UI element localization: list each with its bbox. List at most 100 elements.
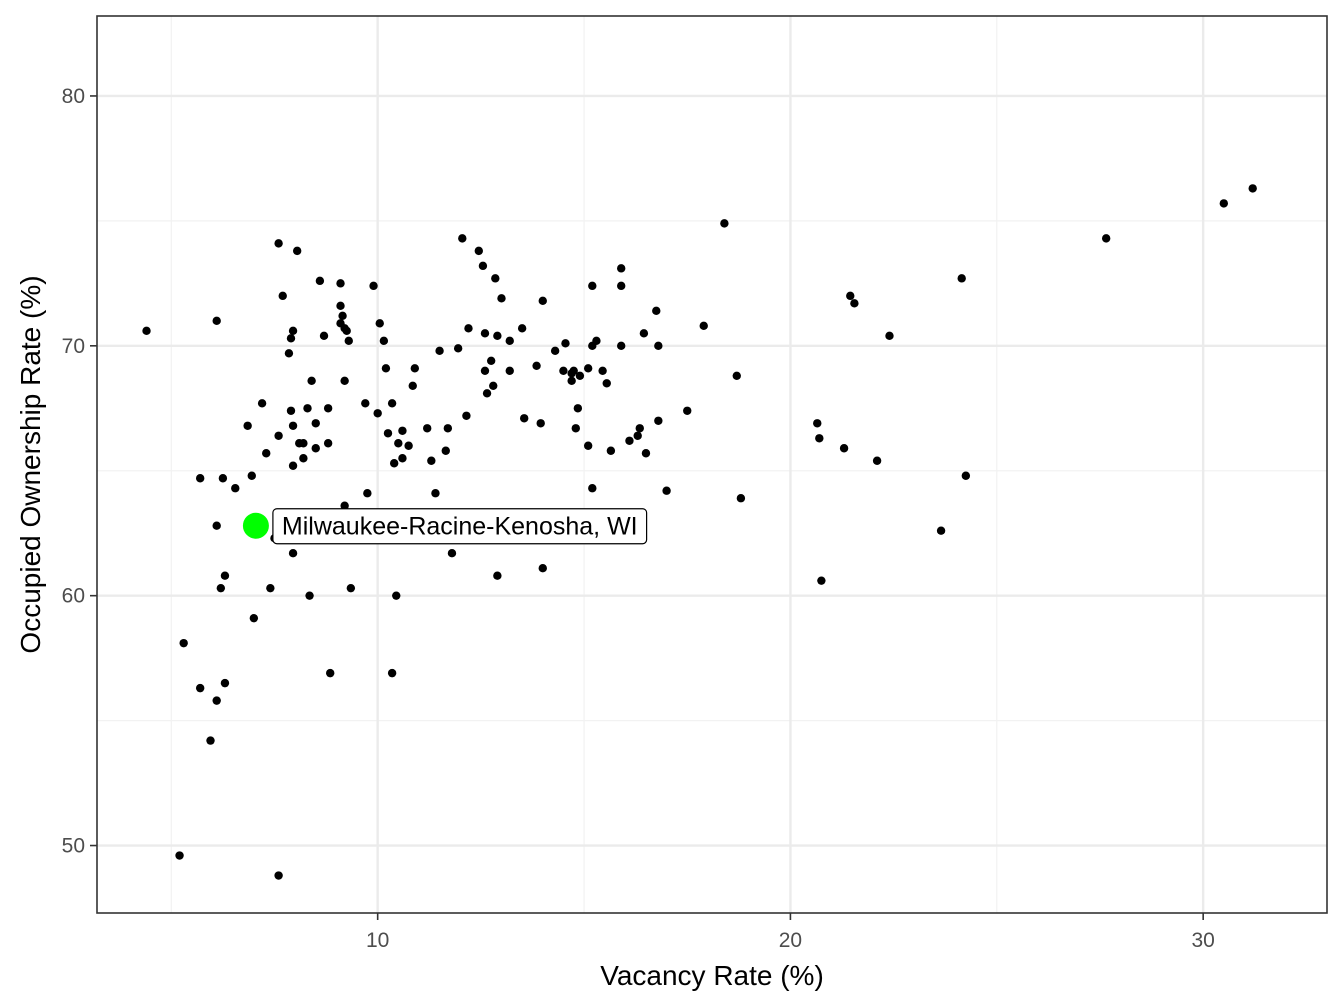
data-point bbox=[662, 486, 671, 495]
highlight-label: Milwaukee-Racine-Kenosha, WI bbox=[282, 513, 638, 541]
data-point bbox=[389, 459, 399, 468]
data-point bbox=[588, 281, 597, 291]
highlight-point bbox=[242, 512, 269, 539]
x-tick-label: 20 bbox=[779, 929, 802, 952]
data-points bbox=[142, 184, 1257, 880]
data-point bbox=[286, 334, 296, 343]
data-point bbox=[307, 376, 316, 385]
data-point bbox=[423, 424, 432, 433]
data-point bbox=[288, 326, 298, 336]
data-point bbox=[1248, 184, 1257, 193]
data-point bbox=[284, 349, 294, 358]
data-point bbox=[340, 376, 349, 385]
data-point bbox=[220, 571, 230, 580]
data-point bbox=[493, 571, 502, 580]
data-point bbox=[274, 239, 283, 248]
data-point bbox=[303, 404, 312, 413]
data-point bbox=[381, 364, 391, 373]
data-point bbox=[344, 336, 353, 346]
data-point bbox=[212, 696, 221, 705]
data-point bbox=[633, 431, 642, 440]
data-point bbox=[569, 366, 578, 376]
data-point bbox=[846, 291, 855, 301]
data-point bbox=[346, 583, 356, 593]
data-point bbox=[625, 436, 634, 445]
data-point bbox=[431, 489, 440, 498]
data-point bbox=[243, 421, 252, 430]
data-point bbox=[206, 736, 215, 745]
data-point bbox=[538, 563, 547, 573]
data-point bbox=[373, 409, 382, 418]
data-point bbox=[379, 336, 389, 346]
data-point bbox=[212, 521, 221, 530]
data-point bbox=[732, 371, 741, 380]
plot-panel-border bbox=[96, 15, 1328, 914]
data-point bbox=[441, 446, 450, 455]
data-point bbox=[1219, 199, 1229, 208]
data-point bbox=[961, 471, 971, 480]
data-point bbox=[274, 431, 283, 440]
data-point bbox=[305, 591, 314, 600]
data-point bbox=[616, 264, 626, 273]
axes: 10 20 30 50 60 70 80 bbox=[62, 85, 1215, 952]
data-point bbox=[326, 668, 335, 678]
data-point bbox=[288, 461, 298, 470]
data-point bbox=[435, 346, 444, 356]
data-point bbox=[567, 376, 576, 385]
data-point bbox=[571, 424, 580, 433]
data-point bbox=[323, 404, 333, 413]
data-point bbox=[519, 414, 529, 423]
data-point bbox=[212, 316, 221, 326]
data-point bbox=[458, 234, 467, 243]
data-point bbox=[392, 591, 401, 600]
highlight-label-box bbox=[272, 508, 648, 545]
data-point bbox=[550, 346, 560, 356]
data-point bbox=[278, 291, 287, 301]
data-point bbox=[447, 549, 457, 558]
data-point bbox=[387, 668, 397, 678]
data-point bbox=[538, 296, 547, 306]
data-point bbox=[654, 416, 663, 425]
data-point bbox=[299, 439, 308, 448]
data-point bbox=[652, 306, 661, 316]
data-point bbox=[383, 429, 393, 438]
data-point bbox=[815, 434, 824, 443]
data-point bbox=[408, 381, 417, 390]
data-point bbox=[336, 301, 345, 311]
data-point bbox=[375, 319, 384, 328]
data-point bbox=[338, 311, 347, 321]
data-point bbox=[489, 381, 498, 390]
data-point bbox=[478, 261, 488, 271]
major-gridlines bbox=[97, 16, 1327, 913]
y-tick-label: 50 bbox=[62, 835, 85, 858]
data-point bbox=[583, 364, 593, 373]
data-point bbox=[257, 399, 267, 408]
y-tick-label: 80 bbox=[62, 85, 85, 108]
data-point bbox=[319, 331, 329, 341]
data-point bbox=[195, 683, 205, 693]
data-point bbox=[474, 246, 483, 256]
data-point bbox=[404, 441, 413, 450]
data-point bbox=[336, 279, 345, 288]
data-point bbox=[872, 456, 882, 465]
data-point bbox=[323, 439, 333, 448]
data-point bbox=[480, 366, 490, 376]
data-point bbox=[813, 419, 822, 428]
data-point bbox=[936, 526, 946, 535]
data-point bbox=[486, 356, 496, 366]
data-point bbox=[505, 336, 514, 346]
data-point bbox=[493, 331, 502, 341]
data-point bbox=[602, 379, 611, 388]
data-point bbox=[505, 366, 514, 376]
data-point bbox=[342, 326, 351, 336]
data-point bbox=[286, 406, 296, 415]
data-point bbox=[218, 474, 228, 483]
data-point bbox=[561, 339, 570, 348]
data-point bbox=[588, 484, 597, 493]
data-point bbox=[699, 321, 708, 331]
y-tick-label: 70 bbox=[62, 335, 85, 358]
data-point bbox=[443, 424, 453, 433]
x-tick-label: 30 bbox=[1191, 929, 1214, 952]
data-point bbox=[464, 324, 473, 333]
